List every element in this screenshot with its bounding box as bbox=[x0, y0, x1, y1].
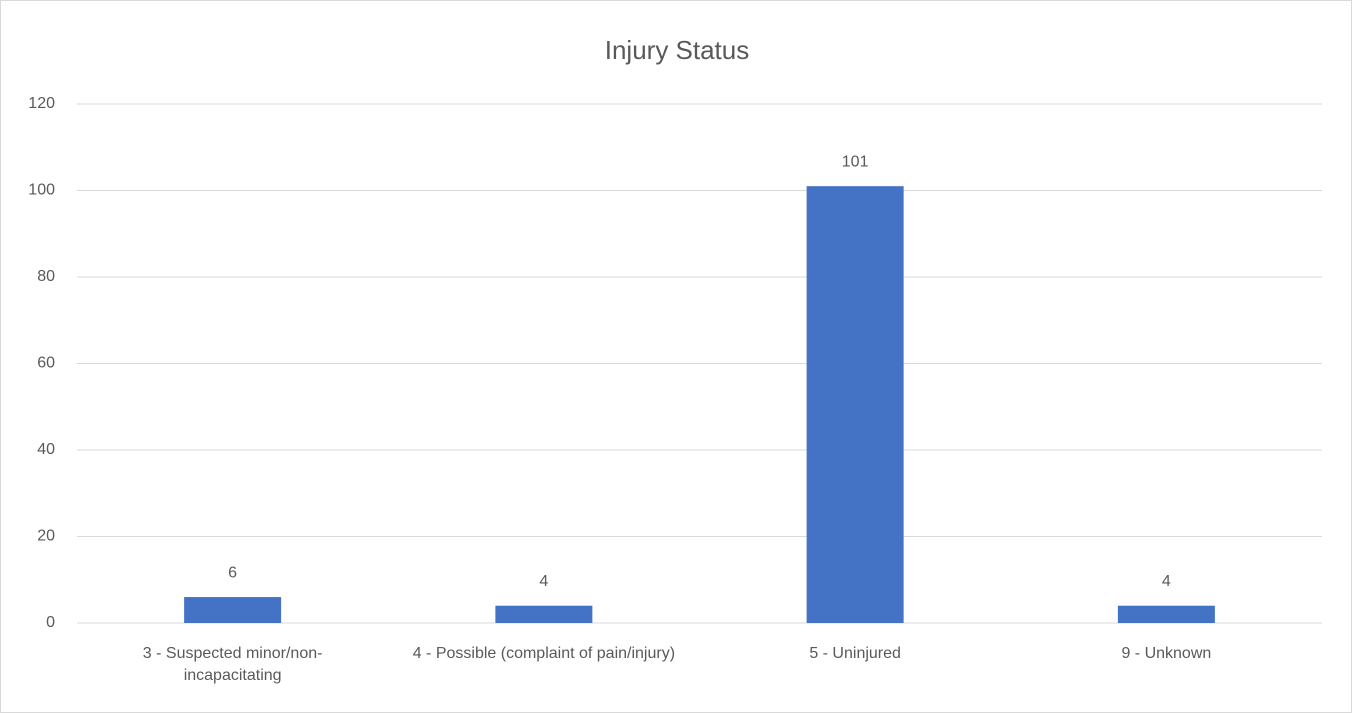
y-tick-label: 40 bbox=[37, 441, 55, 458]
y-tick-label: 120 bbox=[28, 95, 55, 112]
y-tick-label: 100 bbox=[28, 182, 55, 199]
bar bbox=[806, 186, 904, 624]
y-tick-label: 60 bbox=[37, 355, 55, 372]
x-tick-label: 4 - Possible (complaint of pain/injury) bbox=[412, 645, 676, 662]
x-tick-label: 5 - Uninjured bbox=[809, 645, 901, 662]
chart-title: Injury Status bbox=[605, 35, 750, 65]
data-label: 101 bbox=[842, 153, 869, 170]
data-label: 6 bbox=[228, 564, 237, 581]
bar bbox=[184, 597, 282, 623]
x-tick-label: 3 - Suspected minor/non-incapacitating bbox=[142, 645, 323, 684]
bar bbox=[495, 605, 593, 623]
bar bbox=[1117, 605, 1215, 623]
y-tick-label: 80 bbox=[37, 268, 55, 285]
data-label: 4 bbox=[1162, 573, 1171, 590]
y-tick-label: 20 bbox=[37, 528, 55, 545]
data-label: 4 bbox=[539, 573, 548, 590]
x-tick-label: 9 - Unknown bbox=[1121, 645, 1212, 662]
y-tick-label: 0 bbox=[46, 614, 55, 631]
